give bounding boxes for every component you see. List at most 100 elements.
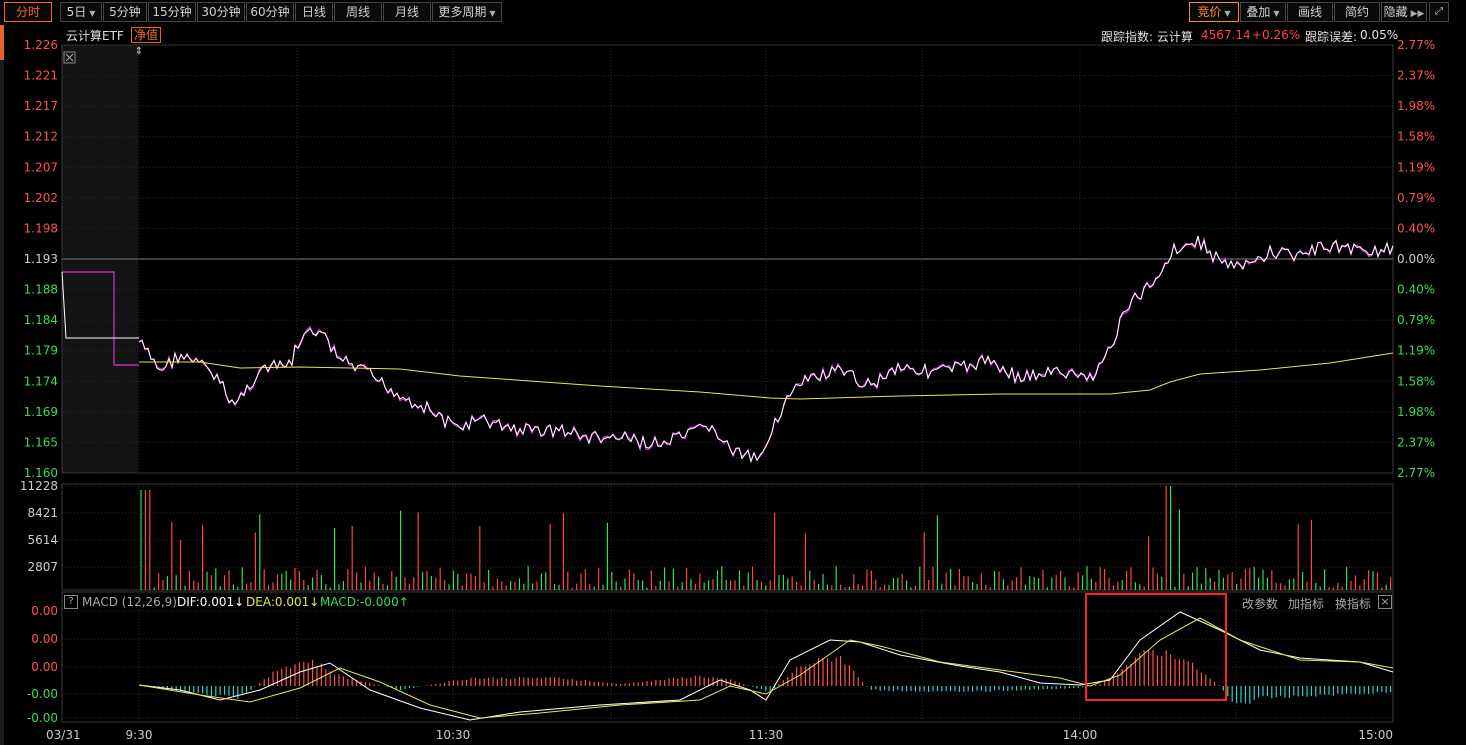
pct-tick-label: 0.00% xyxy=(1397,252,1435,266)
price-tick-label: 1.226 xyxy=(24,38,58,52)
tab-5min[interactable]: 5分钟 xyxy=(103,2,147,22)
time-tick-label: 03/31 xyxy=(46,728,81,742)
tab-label: 更多周期 xyxy=(438,5,487,19)
track-index-value: 4567.14 xyxy=(1201,28,1251,42)
pct-tick-label: 1.19% xyxy=(1397,160,1435,174)
tab-more-periods[interactable]: 更多周期 ▼ xyxy=(432,2,502,22)
period-toolbar: 分时 5日 ▼ 5分钟 15分钟 30分钟 60分钟 日线 周线 月线 更多周期 ▼… xyxy=(0,0,1466,25)
security-name: 云计算ETF xyxy=(66,29,124,43)
track-index-label: 跟踪指数: 云计算 xyxy=(1101,30,1193,44)
tab-60min[interactable]: 60分钟 xyxy=(246,2,294,22)
volume-tick-label: 5614 xyxy=(27,533,58,547)
volume-tick-label: 2807 xyxy=(27,560,58,574)
tab-intraday[interactable]: 分时 xyxy=(4,2,52,22)
tab-label: 月线 xyxy=(394,5,419,19)
pct-tick-label: 1.98% xyxy=(1397,405,1435,419)
help-icon[interactable]: ? xyxy=(64,595,78,609)
overlay-button[interactable]: 叠加 ▼ xyxy=(1240,2,1286,22)
grid-lines xyxy=(61,44,1394,723)
tab-15min[interactable]: 15分钟 xyxy=(148,2,196,22)
tab-label: 30分钟 xyxy=(201,5,241,19)
tab-label: 15分钟 xyxy=(152,5,192,19)
macd-tick-label: -0.00 xyxy=(27,687,58,701)
edit-params-button[interactable]: 改参数 xyxy=(1242,597,1279,611)
caret-down-icon: ▼ xyxy=(1224,9,1231,18)
close-pane-icon[interactable] xyxy=(63,51,76,64)
pct-tick-label: 1.19% xyxy=(1397,344,1435,358)
macd-tick-label: 0.00 xyxy=(31,660,58,674)
pct-tick-label: 1.98% xyxy=(1397,99,1435,113)
caret-down-icon: ▼ xyxy=(89,9,96,18)
tab-day[interactable]: 日线 xyxy=(295,2,333,22)
macd-dif: DIF:0.001↓ xyxy=(177,595,245,609)
premarket-nav-line xyxy=(62,271,139,366)
volume-tick-label: 8421 xyxy=(27,506,58,520)
button-label: 画线 xyxy=(1297,5,1322,19)
price-tick-label: 1.184 xyxy=(24,313,58,327)
macd-dea: DEA:0.001↓ xyxy=(246,595,320,609)
price-axis-right: 2.77% 2.37% 1.98% 1.58% 1.19% 0.79% 0.40% 0.00%… xyxy=(1397,38,1435,480)
macd-title[interactable]: MACD (12,26,9) xyxy=(82,595,177,609)
pct-tick-label: 0.40% xyxy=(1397,221,1435,235)
expand-icon[interactable]: ⤢ xyxy=(1429,2,1449,22)
average-line xyxy=(139,352,1394,400)
macd-tick-label: 0.00 xyxy=(31,604,58,618)
price-tick-label: 1.188 xyxy=(24,283,58,297)
button-label: 简约 xyxy=(1344,5,1369,19)
price-tick-label: 1.169 xyxy=(24,405,58,419)
time-tick-label: 15:00 xyxy=(1358,728,1393,742)
volume-frame xyxy=(61,483,1394,591)
tab-label: 日线 xyxy=(301,5,326,19)
button-label: 隐藏 xyxy=(1383,5,1408,19)
tab-label: 5分钟 xyxy=(109,5,141,19)
price-axis-left: 1.226 1.221 1.217 1.212 1.207 1.202 1.198 1.193… xyxy=(24,38,58,480)
dif-line xyxy=(138,611,1394,721)
volume-bars xyxy=(140,486,1392,590)
macd-frame xyxy=(61,591,1394,723)
tab-week[interactable]: 周线 xyxy=(334,2,382,22)
macd-lines xyxy=(138,611,1394,721)
premarket-price-line xyxy=(61,271,139,339)
tab-5day[interactable]: 5日 ▼ xyxy=(60,2,102,22)
draw-button[interactable]: 画线 xyxy=(1287,2,1333,22)
tab-label: 周线 xyxy=(345,5,370,19)
sidebar-strip xyxy=(0,0,4,745)
tab-label: 分时 xyxy=(15,5,40,19)
drag-handle-icon[interactable]: ⇕ xyxy=(135,46,143,57)
caret-down-icon: ▼ xyxy=(1273,9,1280,18)
time-tick-label: 11:30 xyxy=(749,728,784,742)
price-tick-label: 1.198 xyxy=(24,221,58,235)
pct-tick-label: 1.58% xyxy=(1397,374,1435,388)
close-icon[interactable]: × xyxy=(1378,595,1392,609)
time-tick-label: 9:30 xyxy=(126,728,153,742)
macd-value: MACD:-0.000↑ xyxy=(320,595,409,609)
nav-tag[interactable]: 净值 xyxy=(131,27,162,43)
price-tick-label: 1.207 xyxy=(24,160,58,174)
price-tick-label: 1.174 xyxy=(24,374,58,388)
track-error-label: 跟踪误差: xyxy=(1305,30,1358,44)
pct-tick-label: 0.79% xyxy=(1397,313,1435,327)
switch-indicator-button[interactable]: 换指标 xyxy=(1335,597,1372,611)
pct-tick-label: 1.58% xyxy=(1397,130,1435,144)
pct-tick-label: 0.40% xyxy=(1397,283,1435,297)
price-tick-label: 1.221 xyxy=(24,69,58,83)
caret-down-icon: ▼ xyxy=(489,9,496,18)
simple-button[interactable]: 简约 xyxy=(1334,2,1380,22)
tab-30min[interactable]: 30分钟 xyxy=(197,2,245,22)
add-indicator-button[interactable]: 加指标 xyxy=(1288,597,1325,611)
auction-button[interactable]: 竞价 ▼ xyxy=(1189,2,1239,22)
pct-tick-label: 2.77% xyxy=(1397,38,1435,52)
sidebar-active-mark xyxy=(0,0,4,60)
price-line xyxy=(138,235,1394,464)
button-label: 竞价 xyxy=(1197,5,1222,19)
button-label: 叠加 xyxy=(1246,5,1271,19)
highlight-box xyxy=(1085,593,1227,701)
tab-month[interactable]: 月线 xyxy=(383,2,431,22)
hide-button[interactable]: 隐藏 ▶▶ xyxy=(1381,2,1427,22)
price-tick-label: 1.160 xyxy=(24,466,58,480)
time-tick-label: 10:30 xyxy=(436,728,471,742)
macd-tick-label: -0.00 xyxy=(27,711,58,725)
volume-tick-label: 11228 xyxy=(20,479,58,493)
time-tick-label: 14:00 xyxy=(1063,728,1098,742)
